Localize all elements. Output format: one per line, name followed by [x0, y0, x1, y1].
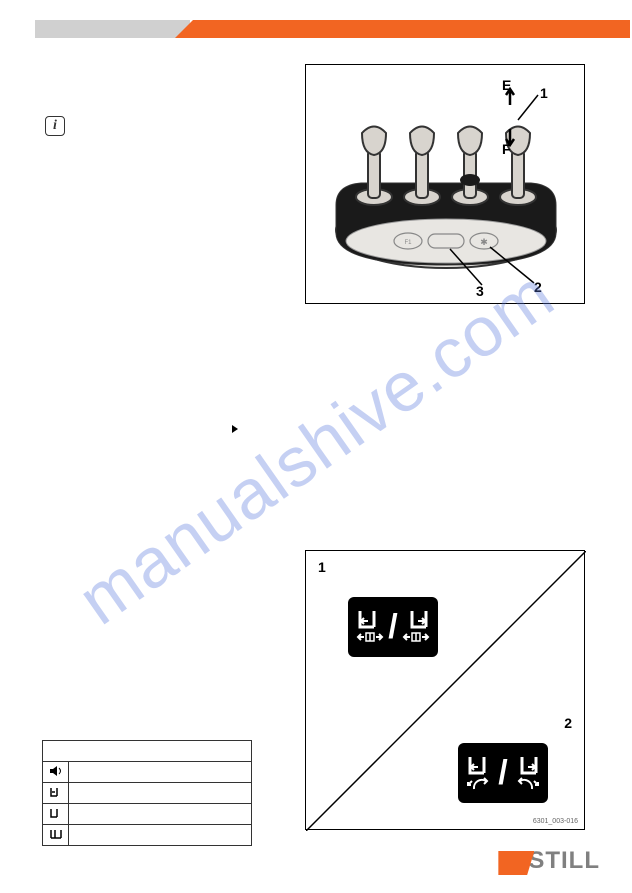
svg-text:F1: F1 [404, 240, 412, 246]
triangle-marker [232, 420, 240, 438]
fig1-label-E: E [502, 77, 511, 93]
table-row [43, 783, 252, 804]
sideshift-left-icon [356, 607, 384, 647]
figure-1: F1 ✱ E 1 [305, 64, 585, 304]
header-gray-segment [35, 20, 190, 38]
brand-logo: STILL [498, 847, 600, 875]
fig2-ref: 6301_003-016 [533, 818, 578, 825]
fig2-label-2: 2 [564, 715, 572, 731]
fig1-label-F: F [502, 141, 511, 157]
logo-text: STILL [528, 847, 600, 875]
slash-icon: / [498, 754, 507, 793]
table-sym-bracket-left [43, 783, 69, 804]
page-header-bar [0, 20, 632, 38]
fig2-symbol-group-1: / [348, 597, 438, 657]
fig2-label-1: 1 [318, 559, 326, 575]
fig1-label-1: 1 [540, 85, 548, 101]
header-orange-segment [175, 20, 630, 38]
symbol-table [42, 740, 252, 846]
figure-1-svg: F1 ✱ [306, 65, 586, 305]
fig1-label-3: 3 [476, 283, 484, 299]
table-row [43, 825, 252, 846]
table-row [43, 804, 252, 825]
slash-icon: / [388, 608, 397, 647]
sideshift-right-icon [402, 607, 430, 647]
table-sym-bracket-both [43, 825, 69, 846]
figure-2: 1 2 / [305, 550, 585, 830]
fig2-symbol-group-2: / [458, 743, 548, 803]
fig1-label-2: 2 [534, 279, 542, 295]
table-text [69, 825, 252, 846]
table-text [69, 783, 252, 804]
info-icon: i [45, 116, 65, 136]
table-row [43, 762, 252, 783]
rotate-right-icon [512, 753, 540, 793]
info-glyph: i [53, 118, 57, 134]
table-text [69, 804, 252, 825]
table-text [69, 762, 252, 783]
table-sym-speaker [43, 762, 69, 783]
rotate-left-icon [466, 753, 494, 793]
table-sym-bracket-up [43, 804, 69, 825]
svg-text:✱: ✱ [480, 237, 488, 247]
table-header-row [43, 741, 252, 762]
